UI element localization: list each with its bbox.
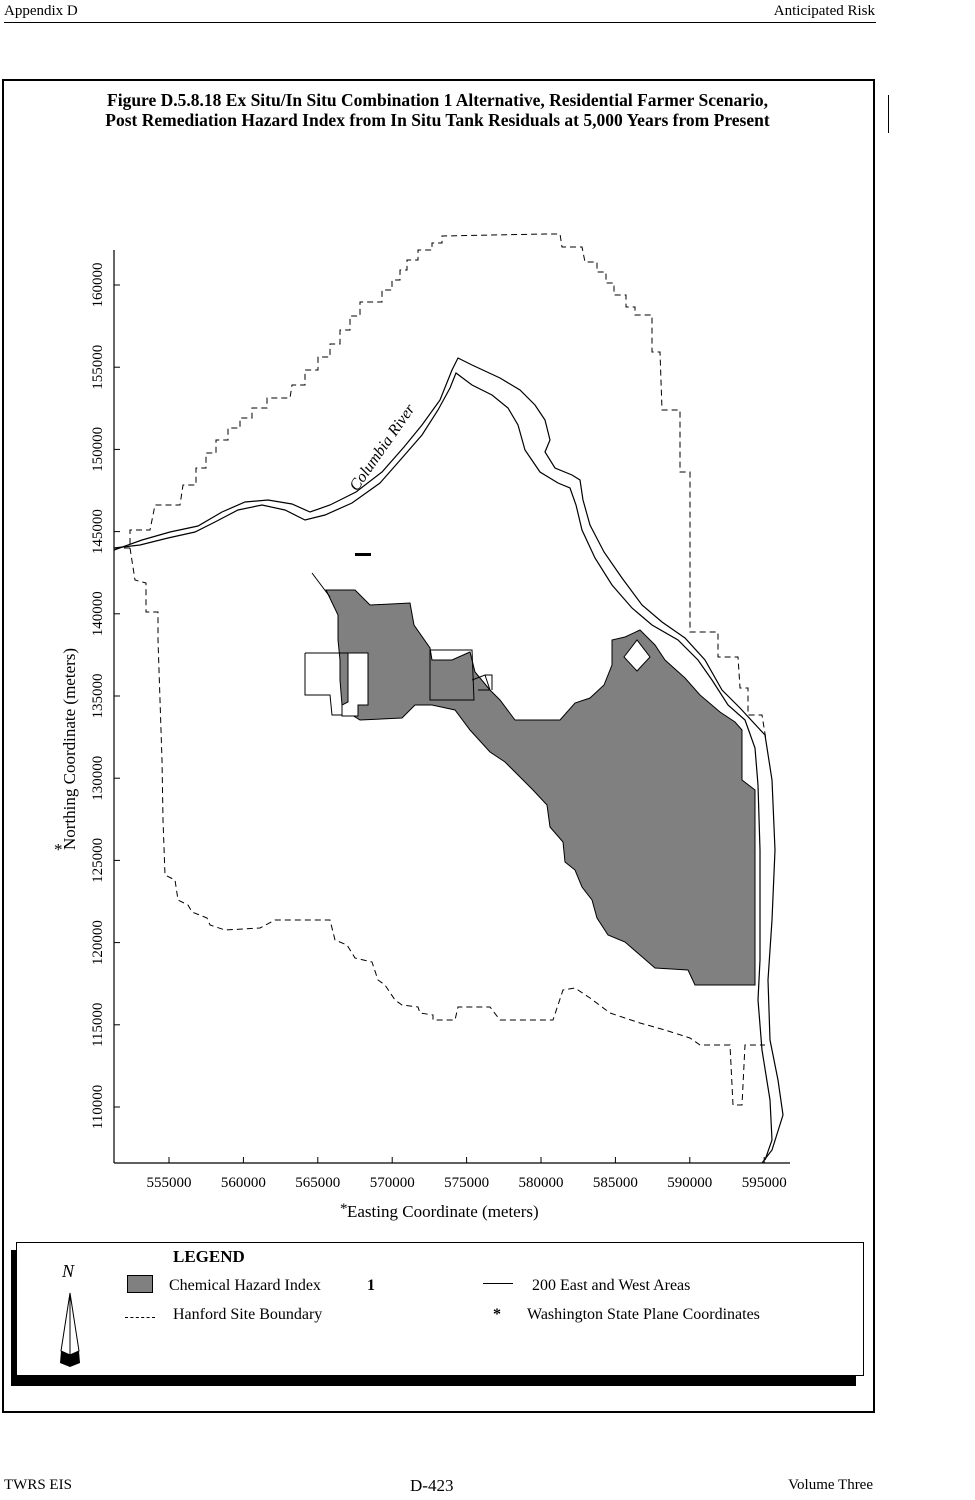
header-right: Anticipated Risk xyxy=(773,3,875,19)
legend-areas-label: 200 East and West Areas xyxy=(532,1277,691,1294)
y-axis-label: Northing Coordinate (meters) xyxy=(60,648,79,850)
figure-title-line1: Figure D.5.8.18 Ex Situ/In Situ Combinat… xyxy=(107,90,768,110)
hazard-index-area xyxy=(325,589,756,986)
hanford-site-boundary-west xyxy=(129,547,765,1106)
legend-hazard-label: Chemical Hazard Index xyxy=(169,1277,321,1294)
x-axis-ticks: 555000 560000 565000 570000 575000 580000 5850… xyxy=(147,1157,787,1191)
y-tick-label: 155000 xyxy=(90,345,106,390)
y-axis-ticks: 110000 115000 120000 125000 130000 135000 1400… xyxy=(90,263,120,1129)
y-tick-label: 140000 xyxy=(90,591,106,636)
x-tick-label: 580000 xyxy=(519,1175,564,1191)
y-tick-label: 110000 xyxy=(90,1085,106,1129)
y-tick-label: 145000 xyxy=(90,509,106,554)
footer-page-number: D-423 xyxy=(410,1476,454,1495)
columbia-river-bank-south xyxy=(113,372,773,1161)
legend-boundary-label: Hanford Site Boundary xyxy=(173,1306,323,1323)
y-tick-label: 160000 xyxy=(90,263,106,308)
x-axis-label-star: * xyxy=(340,1201,348,1217)
legend-box: LEGEND Chemical Hazard Index 1 200 East … xyxy=(16,1242,864,1376)
footer-right: Volume Three xyxy=(788,1477,873,1493)
y-tick-label: 135000 xyxy=(90,674,106,719)
y-tick-label: 125000 xyxy=(90,838,106,883)
x-tick-label: 595000 xyxy=(742,1175,787,1191)
map-marker-small xyxy=(355,553,371,556)
legend-title: LEGEND xyxy=(173,1247,245,1266)
y-axis-label-star: * xyxy=(54,840,63,859)
y-tick-label: 150000 xyxy=(90,427,106,472)
y-tick-label: 130000 xyxy=(90,756,106,801)
change-bar xyxy=(888,95,889,133)
x-tick-label: 570000 xyxy=(370,1175,415,1191)
north-label: N xyxy=(61,1261,75,1281)
figure-frame xyxy=(2,79,875,1413)
header-rule xyxy=(4,22,876,23)
legend-areas-line xyxy=(483,1283,513,1284)
legend-coords-star: * xyxy=(493,1306,501,1323)
x-tick-label: 565000 xyxy=(295,1175,340,1191)
figure-title: Figure D.5.8.18 Ex Situ/In Situ Combinat… xyxy=(10,90,865,130)
200-west-area xyxy=(304,652,369,717)
hanford-site-boundary xyxy=(114,233,767,741)
x-axis-label: Easting Coordinate (meters) xyxy=(347,1202,539,1221)
x-tick-label: 585000 xyxy=(593,1175,638,1191)
legend-hazard-swatch xyxy=(127,1275,153,1293)
header-left: Appendix D xyxy=(4,3,78,19)
figure-title-line2: Post Remediation Hazard Index from In Si… xyxy=(105,110,770,130)
x-tick-label: 560000 xyxy=(221,1175,266,1191)
footer-left: TWRS EIS xyxy=(4,1477,72,1493)
north-arrow-icon: N xyxy=(60,1261,80,1367)
legend-hazard-symbol: 1 xyxy=(367,1277,375,1294)
columbia-river-bank-north xyxy=(113,357,784,1164)
x-tick-label: 575000 xyxy=(444,1175,489,1191)
x-tick-label: 555000 xyxy=(147,1175,192,1191)
y-tick-label: 120000 xyxy=(90,920,106,965)
200-east-area xyxy=(429,649,493,701)
legend-coords-label: Washington State Plane Coordinates xyxy=(527,1306,760,1323)
y-tick-label: 115000 xyxy=(90,1003,106,1047)
legend-boundary-line xyxy=(125,1317,155,1318)
x-tick-label: 590000 xyxy=(667,1175,712,1191)
200-area-leader-line xyxy=(311,572,331,598)
hazard-hole xyxy=(623,639,651,672)
